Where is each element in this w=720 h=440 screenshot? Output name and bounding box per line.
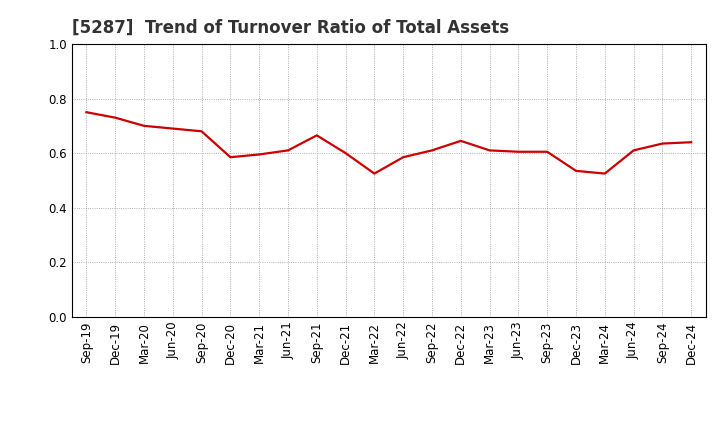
Text: [5287]  Trend of Turnover Ratio of Total Assets: [5287] Trend of Turnover Ratio of Total … <box>72 19 509 37</box>
